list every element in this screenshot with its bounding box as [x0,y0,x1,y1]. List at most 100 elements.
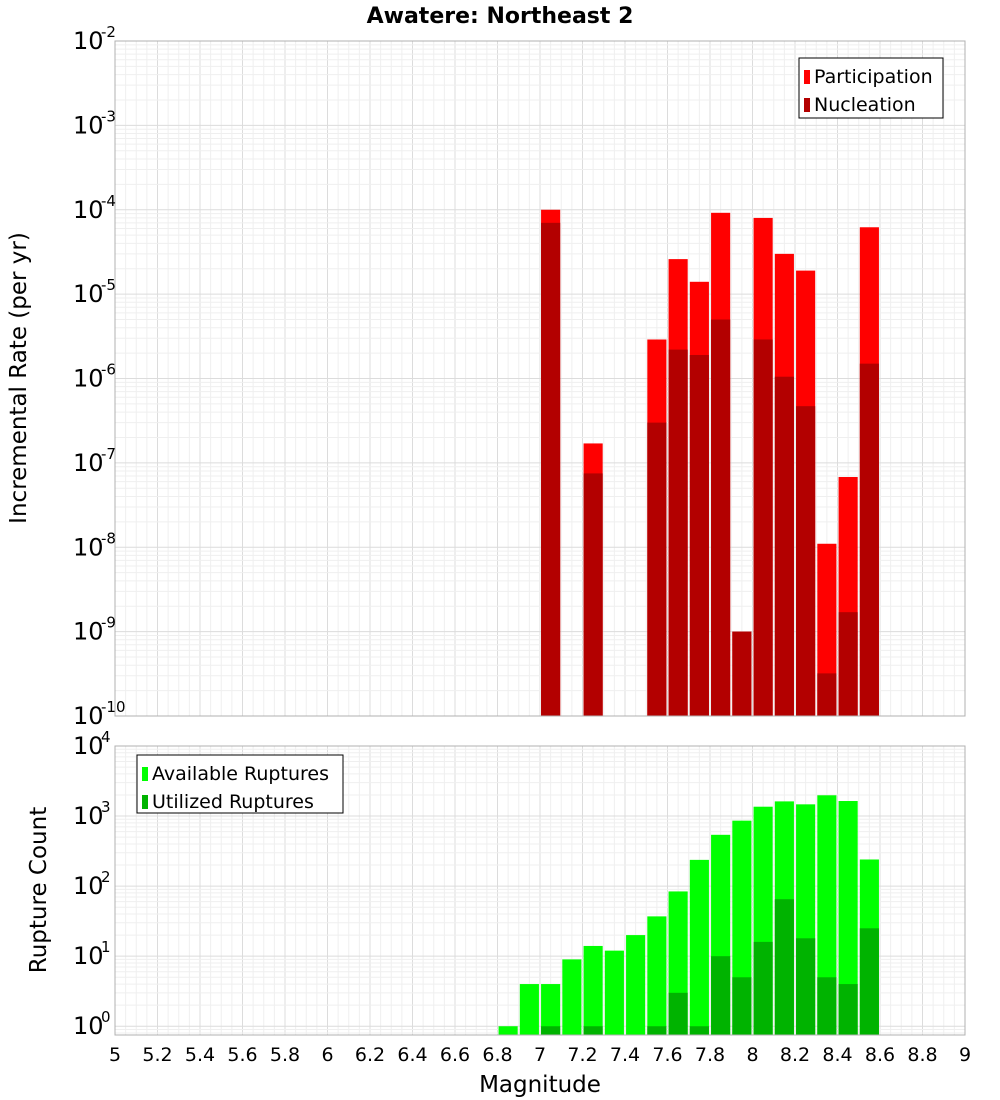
rate-panel: 10-1010-910-810-710-610-510-410-310-2Par… [73,23,966,730]
x-tick-label: 8.8 [907,1044,937,1066]
legend-swatch [142,767,148,781]
utilized-ruptures-bar [817,977,837,1035]
y-tick-label: 10 [73,942,104,970]
nucleation-bar [689,354,709,716]
utilized-ruptures-bar [774,899,794,1035]
rate-grid [114,41,966,717]
nucleation-bar [668,349,688,716]
y-tick-exponent: -8 [101,529,116,547]
available-ruptures-bar [604,950,624,1035]
x-tick-label: 7.8 [695,1044,725,1066]
nucleation-bar [732,631,752,716]
nucleation-bar [647,422,667,716]
legend-label: Participation [814,66,933,88]
utilized-ruptures-series [541,899,879,1035]
legend-swatch [804,70,810,84]
available-ruptures-bar [817,795,837,1035]
x-tick-label: 8.6 [865,1044,895,1066]
utilized-ruptures-bar [689,1026,709,1035]
count-legend: Available Ruptures Utilized Ruptures [136,754,344,814]
utilized-ruptures-bar [647,1026,667,1035]
nucleation-bar [774,376,794,716]
nucleation-series [541,222,879,716]
available-ruptures-bar [647,916,667,1035]
x-tick-label: 7.4 [610,1044,640,1066]
y-tick-label: 10 [73,449,104,477]
chart-title: Awatere: Northeast 2 [367,4,634,29]
nucleation-bar [817,673,837,716]
x-ticks: 5 5.2 5.4 5.6 5.8 6 6.2 6.4 6.6 6.8 7 7.2 7.4 7.6 7.8 8… [109,1044,971,1066]
y-tick-exponent: -4 [101,192,116,210]
available-ruptures-bar [626,935,646,1035]
nucleation-bar [583,473,603,716]
legend-label: Available Ruptures [152,763,329,785]
x-tick-label: 5.2 [142,1044,172,1066]
utilized-ruptures-bar [541,1026,561,1035]
y-tick-label: 10 [73,732,104,760]
count-frame [114,745,966,1036]
legend-box [798,57,944,119]
y-tick-label: 10 [73,1012,104,1040]
x-tick-label: 5.4 [185,1044,215,1066]
y-tick-label: 10 [73,27,104,55]
nucleation-bar [711,319,731,716]
y-tick-label: 10 [73,533,104,561]
x-tick-label: 8 [746,1044,758,1066]
utilized-ruptures-bar [838,984,858,1035]
x-tick-label: 7.6 [652,1044,682,1066]
x-tick-label: 9 [959,1044,971,1066]
y-tick-exponent: 4 [101,728,111,746]
x-tick-label: 8.4 [822,1044,852,1066]
y-tick-exponent: -3 [101,107,116,125]
participation-bar [817,543,837,716]
utilized-ruptures-bar [732,977,752,1035]
y-tick-exponent: -5 [101,276,116,294]
utilized-ruptures-bar [711,956,731,1035]
x-tick-label: 6.6 [440,1044,470,1066]
utilized-ruptures-bar [753,941,773,1035]
utilized-ruptures-bar [796,938,816,1035]
x-tick-label: 6.8 [482,1044,512,1066]
y-tick-label: 10 [73,872,104,900]
nucleation-bar [796,406,816,716]
nucleation-bar [859,363,879,716]
y-tick-label: 10 [73,280,104,308]
y-tick-label: 10 [73,196,104,224]
x-tick-label: 6.2 [355,1044,385,1066]
legend-label: Nucleation [814,94,916,116]
available-ruptures-bar [583,945,603,1035]
y-tick-exponent: 0 [101,1008,111,1026]
available-ruptures-bar [541,984,561,1035]
x-tick-label: 7 [534,1044,546,1066]
y-tick-exponent: -9 [101,614,116,632]
available-ruptures-bar [838,801,858,1035]
legend-swatch [804,98,810,112]
y-tick-label: 10 [73,365,104,393]
legend-swatch [142,795,148,809]
count-y-axis-label: Rupture Count [26,807,52,973]
x-tick-label: 5.6 [227,1044,257,1066]
y-tick-exponent: -10 [101,698,126,716]
x-tick-label: 7.2 [567,1044,597,1066]
x-tick-label: 5.8 [270,1044,300,1066]
utilized-ruptures-bar [859,928,879,1035]
y-tick-label: 10 [73,802,104,830]
y-tick-label: 10 [73,111,104,139]
legend-label: Utilized Ruptures [152,791,314,813]
x-tick-label: 6.4 [397,1044,427,1066]
nucleation-bar [753,339,773,716]
y-tick-exponent: -2 [101,23,116,41]
nucleation-bar [541,222,561,716]
x-tick-label: 6 [321,1044,333,1066]
x-tick-label: 8.2 [780,1044,810,1066]
available-ruptures-bar [689,859,709,1035]
y-tick-exponent: -7 [101,445,116,463]
available-ruptures-bar [562,959,582,1035]
utilized-ruptures-bar [583,1026,603,1035]
y-tick-exponent: 2 [101,868,111,886]
rate-y-axis-label: Incremental Rate (per yr) [6,232,32,524]
